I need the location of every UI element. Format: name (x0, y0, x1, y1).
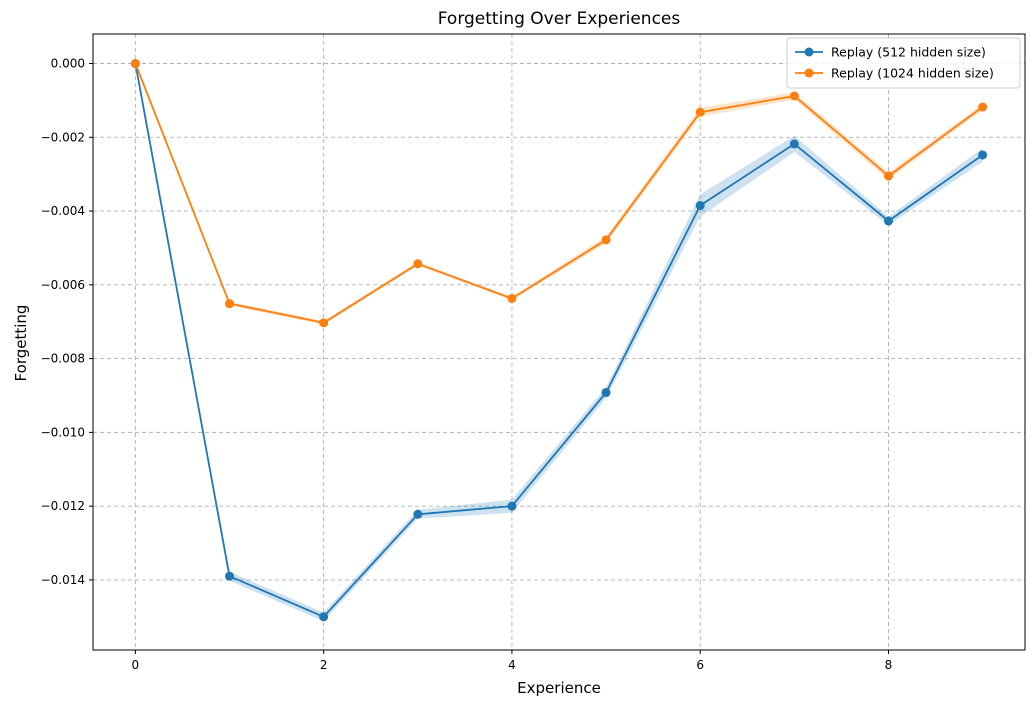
y-tick-label: −0.010 (41, 425, 85, 439)
series-1-point (978, 150, 988, 160)
series-1-point (883, 216, 893, 226)
series-1-point (695, 201, 705, 211)
series-markers (130, 59, 988, 622)
grid (93, 34, 1025, 650)
series-1-point (225, 571, 235, 581)
series-2-point (413, 259, 423, 269)
y-tick-label: −0.008 (41, 352, 85, 366)
legend: Replay (512 hidden size) Replay (1024 hid… (786, 37, 1021, 89)
x-tick-label: 6 (696, 658, 704, 672)
legend-box (786, 37, 1021, 89)
series-2-point (789, 91, 799, 101)
series-1-point (601, 388, 611, 398)
x-tick-label: 0 (132, 658, 140, 672)
x-tick-label: 4 (508, 658, 516, 672)
series-2-line (134, 63, 984, 324)
series-2-point (225, 299, 235, 309)
legend-label: Replay (1024 hidden size) (831, 66, 994, 81)
series-2-point (883, 171, 893, 181)
chart-title: Forgetting Over Experiences (438, 9, 681, 29)
series-2-point (130, 59, 140, 69)
legend-swatch-marker (804, 47, 814, 57)
x-axis-label: Experience (517, 679, 601, 697)
legend-label: Replay (512 hidden size) (831, 45, 986, 60)
series-lines (134, 63, 984, 618)
x-tick-label: 8 (885, 658, 893, 672)
series-1-point (413, 509, 423, 519)
series-2-point (978, 102, 988, 112)
series-1-point (319, 612, 329, 622)
y-axis-label: Forgetting (12, 305, 30, 382)
series-2-point (601, 235, 611, 245)
axis-ticks: 0 2 4 6 8 0.000 −0.002 −0.004 −0.006 −0.008 −0.010… (41, 57, 893, 672)
series-1-line (134, 63, 984, 618)
y-tick-label: −0.012 (41, 499, 85, 513)
series-1-point (507, 501, 517, 511)
plot-frame (92, 33, 1026, 651)
series-2-point (319, 318, 329, 328)
x-tick-label: 2 (320, 658, 328, 672)
series-1-point (789, 139, 799, 149)
series-2-point (507, 293, 517, 303)
legend-swatch-marker (804, 68, 814, 78)
series-2-point (695, 107, 705, 117)
y-tick-label: −0.006 (41, 278, 85, 292)
y-tick-label: −0.014 (41, 573, 85, 587)
y-tick-label: −0.002 (41, 130, 85, 144)
y-tick-label: −0.004 (41, 204, 85, 218)
y-tick-label: 0.000 (51, 57, 85, 71)
